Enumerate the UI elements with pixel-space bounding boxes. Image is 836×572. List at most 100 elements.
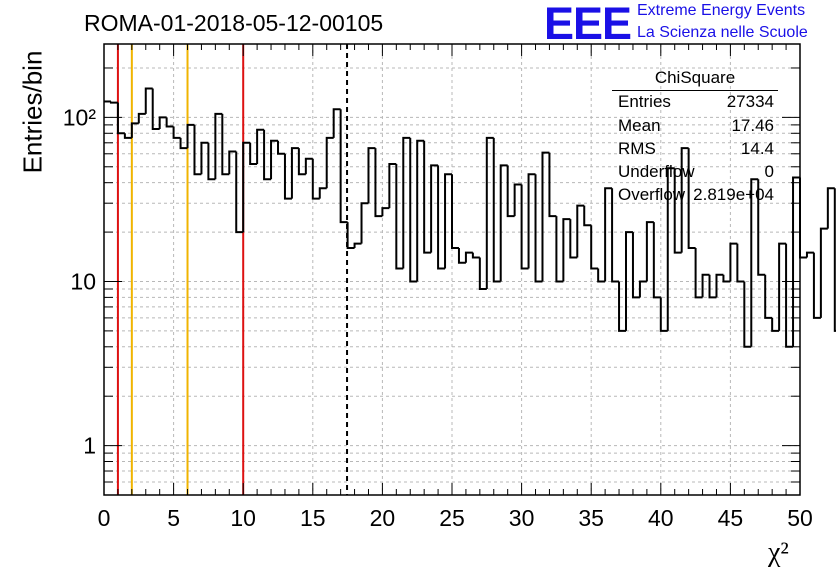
histogram-bin	[555, 216, 564, 283]
histogram-bin	[618, 281, 626, 332]
histogram-bin	[151, 88, 160, 130]
histogram-bin	[757, 179, 766, 276]
histogram-bin	[339, 109, 348, 224]
histogram-bin	[492, 137, 501, 283]
histogram-bin	[172, 126, 181, 139]
histogram-bin	[513, 183, 522, 217]
x-tick-label: 30	[509, 505, 535, 531]
logo-line-2: La Scienza nelle Scuole	[637, 24, 808, 41]
x-tick-label: 40	[648, 505, 674, 531]
histogram-bin	[611, 188, 620, 283]
histogram-bin	[318, 187, 327, 199]
histogram-bin	[451, 174, 459, 249]
histogram-bin	[826, 187, 835, 229]
histogram-bin	[631, 232, 640, 299]
histogram-bin	[381, 207, 390, 217]
histogram-bin	[548, 152, 557, 218]
x-tick-label: 25	[439, 505, 465, 531]
histogram-bin	[604, 187, 613, 282]
histogram-bin	[263, 129, 272, 181]
histogram-bin	[652, 222, 661, 299]
stat-value: 17.46	[731, 116, 774, 135]
stat-label: RMS	[618, 139, 656, 158]
y-axis-label: Entries/bin	[17, 50, 48, 174]
histogram-bin	[708, 274, 717, 299]
histogram-bin	[527, 173, 536, 269]
histogram-bin	[158, 116, 167, 129]
x-tick-label: 35	[578, 505, 604, 531]
histogram-bin	[736, 243, 745, 283]
histogram-bin	[123, 133, 132, 139]
histogram-bin	[430, 164, 439, 253]
histogram-bin	[597, 268, 606, 283]
histogram-bin	[743, 281, 752, 348]
histogram-bin	[402, 136, 411, 269]
histogram-bin	[437, 165, 446, 270]
stat-label: Underflow	[618, 162, 695, 181]
histogram-bin	[179, 137, 188, 150]
histogram-bin	[109, 101, 118, 104]
histogram-bin	[520, 184, 529, 270]
x-tick-label: 5	[167, 505, 180, 531]
histogram-bin	[457, 247, 466, 264]
stat-row-rms: RMS 14.4	[618, 139, 774, 161]
histogram-bin	[290, 147, 299, 199]
x-tick-label: 10	[230, 505, 256, 531]
histogram-bin	[409, 137, 418, 283]
histogram-bin	[325, 136, 334, 189]
histogram-bin	[242, 141, 251, 233]
histogram-bin	[666, 167, 675, 331]
histogram-bin	[819, 227, 828, 318]
histogram-bin	[130, 122, 139, 138]
histogram-bin	[186, 123, 195, 149]
histogram-bin	[374, 148, 383, 218]
histogram-bin	[235, 151, 244, 234]
histogram-bin	[722, 274, 731, 283]
histogram-bin	[256, 128, 265, 164]
x-tick-label: 15	[300, 505, 326, 531]
histogram-bin	[771, 317, 780, 332]
histogram-bin	[792, 176, 800, 347]
stat-value: 27334	[726, 92, 774, 111]
histogram-bin	[471, 252, 480, 259]
histogram-bin	[645, 221, 654, 282]
histogram-bin	[625, 231, 633, 331]
histogram-bin	[353, 242, 362, 248]
histogram-bin	[680, 147, 689, 253]
y-tick-label: 1	[83, 433, 96, 459]
histogram-bin	[590, 225, 599, 270]
histogram-bin	[812, 252, 821, 319]
histogram-bin	[311, 158, 320, 200]
stats-divider	[612, 90, 778, 91]
histogram-bin	[687, 148, 696, 249]
histogram-bin	[200, 141, 209, 175]
histogram-bin	[673, 168, 682, 254]
histogram-bin	[207, 142, 216, 181]
stat-row-underflow: Underflow 0	[618, 162, 774, 184]
histogram-bin	[701, 273, 710, 298]
histogram-bin	[715, 273, 724, 298]
histogram-bin	[332, 108, 341, 138]
y-tick-label: 10²	[63, 104, 97, 130]
stat-value: 14.4	[740, 139, 774, 158]
histogram-bin	[360, 202, 369, 244]
x-axis-label: χ²	[768, 537, 789, 568]
stat-row-entries: Entries 27334	[618, 92, 774, 114]
histogram-bin	[277, 140, 285, 155]
x-tick-label: 50	[787, 505, 813, 531]
histogram-bin	[165, 117, 174, 128]
histogram-bin	[297, 148, 306, 176]
histogram-bin	[464, 251, 473, 263]
histogram-bin	[416, 139, 425, 282]
eee-logo: EEE	[544, 0, 632, 49]
histogram-bin	[750, 178, 759, 347]
histogram-bin	[214, 112, 223, 180]
stat-value: 2.819e+04	[693, 185, 774, 204]
histogram-bin	[805, 251, 814, 258]
histogram-bin	[304, 157, 313, 175]
x-tick-label: 20	[370, 505, 396, 531]
histogram-bin	[485, 136, 494, 289]
histogram-bin	[576, 204, 585, 258]
stat-row-mean: Mean 17.46	[618, 116, 774, 138]
